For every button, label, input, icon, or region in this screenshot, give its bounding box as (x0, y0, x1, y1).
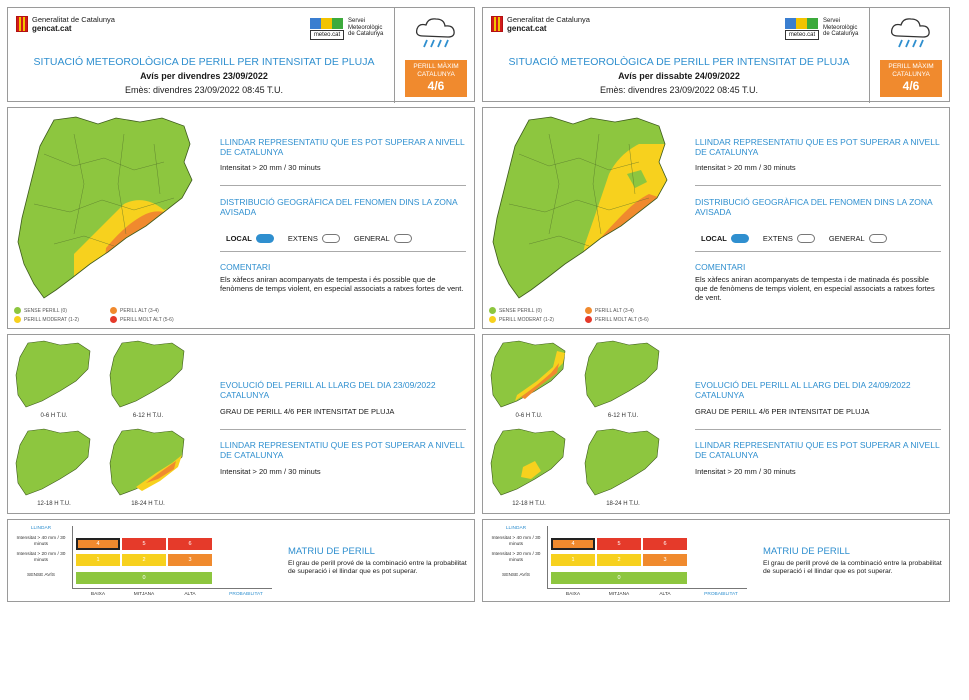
danger-legend: SENSE PERILL (0) PERILL MODERAT (1-2) PE… (489, 305, 689, 327)
extens-toggle[interactable] (796, 234, 815, 243)
period-label: 12-18 H T.U. (512, 501, 546, 507)
bulletin-header: Generalitat de Catalunya gencat.cat mete… (482, 7, 950, 103)
matrix-text: El grau de perill prové de la combinació… (763, 560, 942, 575)
threshold2-text: Intensitat > 20 mm / 30 minuts (220, 467, 321, 476)
org-name: Generalitat de Catalunya (32, 15, 115, 24)
rain-cloud-icon (890, 18, 930, 48)
threshold-text: Intensitat > 20 mm / 30 minuts (695, 163, 796, 172)
danger-matrix: LLINDAR Intensitat > 40 mm / 30 minuts I… (7, 519, 475, 602)
evolution-section: 0-6 H T.U. 6-12 H T.U. 12-18 H T.U. 18-2… (7, 334, 475, 514)
bulletin-header: Generalitat de Catalunya gencat.cat mete… (7, 7, 475, 103)
distribution-options: LOCAL EXTENS GENERAL (226, 234, 426, 243)
general-toggle[interactable] (868, 234, 887, 243)
threshold2-heading: LLINDAR REPRESENTATIU QUE ES POT SUPERAR… (695, 440, 940, 460)
period-label: 12-18 H T.U. (37, 501, 71, 507)
map-period-2 (584, 340, 660, 408)
threshold2-heading: LLINDAR REPRESENTATIU QUE ES POT SUPERAR… (220, 440, 465, 460)
smc-logo: meteo.cat Servei Meteorològic de Catalun… (310, 18, 388, 40)
distribution-options: LOCAL EXTENS GENERAL (701, 234, 901, 243)
evolution-section: 0-6 H T.U. 6-12 H T.U. 12-18 H T.U. 18-2… (482, 334, 950, 514)
max-danger-badge: PERILL MÀXIM CATALUNYA 4/6 (880, 60, 942, 97)
danger-matrix: LLINDAR Intensitat > 40 mm / 30 minuts I… (482, 519, 950, 602)
extens-toggle[interactable] (321, 234, 340, 243)
bulletin-title: SITUACIÓ METEOROLÒGICA DE PERILL PER INT… (508, 56, 850, 68)
org-site: gencat.cat (32, 24, 72, 33)
rain-cloud-icon (415, 18, 455, 48)
map-period-1 (15, 340, 91, 408)
period-label: 6-12 H T.U. (607, 413, 639, 419)
map-period-3 (15, 428, 91, 496)
catalonia-map (17, 116, 193, 299)
map-period-3 (490, 428, 566, 496)
smc-logo: meteo.cat Servei Meteorològic de Catalun… (785, 18, 863, 40)
map-period-4 (584, 428, 660, 496)
danger-legend: SENSE PERILL (0) PERILL MODERAT (1-2) PE… (14, 305, 214, 327)
bulletin-subtitle: Avís per dissabte 24/09/2022 (618, 71, 740, 81)
local-toggle[interactable] (255, 234, 274, 243)
threshold2-text: Intensitat > 20 mm / 30 minuts (695, 467, 796, 476)
bulletin-friday: Generalitat de Catalunya gencat.cat mete… (7, 7, 475, 602)
map-period-4 (109, 428, 185, 496)
bulletin-main: SENSE PERILL (0) PERILL MODERAT (1-2) PE… (482, 107, 950, 329)
bulletin-issued: Emès: divendres 23/09/2022 08:45 T.U. (125, 85, 283, 95)
gencat-logo: Generalitat de Catalunya gencat.cat (16, 16, 115, 33)
bulletin-saturday: Generalitat de Catalunya gencat.cat mete… (482, 7, 950, 602)
map-period-2 (109, 340, 185, 408)
local-toggle[interactable] (730, 234, 749, 243)
org-name: Generalitat de Catalunya (507, 15, 590, 24)
gencat-logo: Generalitat de Catalunya gencat.cat (491, 16, 590, 33)
period-label: 0-6 H T.U. (515, 413, 543, 419)
evolution-heading: EVOLUCIÓ DEL PERILL AL LLARG DEL DIA 23/… (220, 380, 436, 400)
threshold-heading: LLINDAR REPRESENTATIU QUE ES POT SUPERAR… (220, 137, 465, 157)
period-label: 0-6 H T.U. (40, 413, 68, 419)
comments-heading: COMENTARI (695, 262, 746, 272)
bulletin-main: SENSE PERILL (0) PERILL MODERAT (1-2) PE… (7, 107, 475, 329)
bulletin-issued: Emès: divendres 23/09/2022 08:45 T.U. (600, 85, 758, 95)
distribution-heading: DISTRIBUCIÓ GEOGRÀFICA DEL FENOMEN DINS … (220, 197, 458, 217)
comments-text: Els xàfecs aniran acompanyats de tempest… (695, 275, 935, 302)
distribution-heading: DISTRIBUCIÓ GEOGRÀFICA DEL FENOMEN DINS … (695, 197, 933, 217)
org-site: gencat.cat (507, 24, 547, 33)
comments-heading: COMENTARI (220, 262, 271, 272)
period-label: 18-24 H T.U. (131, 501, 165, 507)
comments-text: Els xàfecs aniran acompanyats de tempest… (220, 275, 464, 293)
max-danger-badge: PERILL MÀXIM CATALUNYA 4/6 (405, 60, 467, 97)
senyera-icon (16, 16, 28, 32)
general-toggle[interactable] (393, 234, 412, 243)
map-period-1 (490, 340, 566, 408)
evolution-text: GRAU DE PERILL 4/6 PER INTENSITAT DE PLU… (695, 407, 870, 416)
matrix-title: MATRIU DE PERILL (763, 546, 850, 557)
matrix-title: MATRIU DE PERILL (288, 546, 375, 557)
evolution-text: GRAU DE PERILL 4/6 PER INTENSITAT DE PLU… (220, 407, 395, 416)
period-label: 6-12 H T.U. (132, 413, 164, 419)
matrix-text: El grau de perill prové de la combinació… (288, 560, 467, 575)
bulletin-title: SITUACIÓ METEOROLÒGICA DE PERILL PER INT… (33, 56, 375, 68)
threshold-heading: LLINDAR REPRESENTATIU QUE ES POT SUPERAR… (695, 137, 940, 157)
bulletin-subtitle: Avís per divendres 23/09/2022 (140, 71, 268, 81)
senyera-icon (491, 16, 503, 32)
evolution-heading: EVOLUCIÓ DEL PERILL AL LLARG DEL DIA 24/… (695, 380, 911, 400)
threshold-text: Intensitat > 20 mm / 30 minuts (220, 163, 321, 172)
period-label: 18-24 H T.U. (606, 501, 640, 507)
catalonia-map (492, 116, 668, 299)
